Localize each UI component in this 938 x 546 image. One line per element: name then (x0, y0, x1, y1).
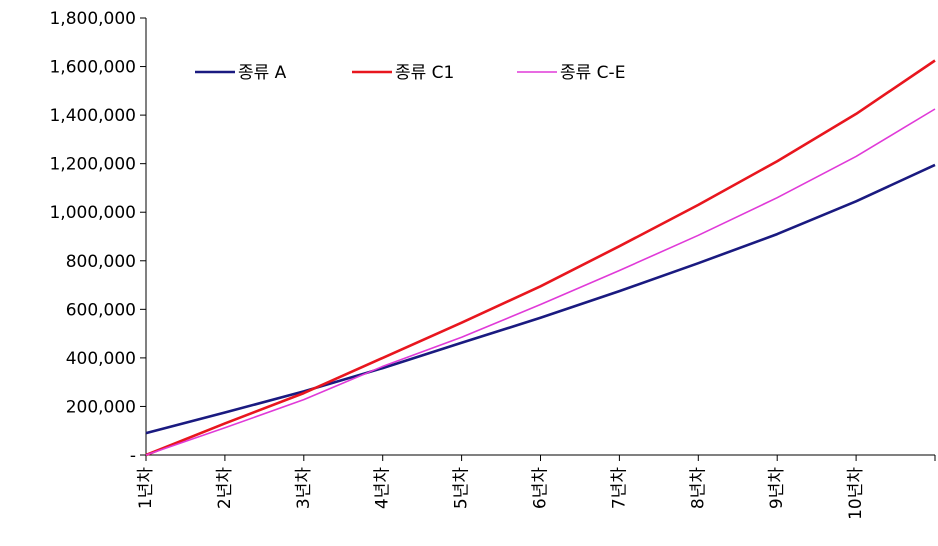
series-line-a (145, 163, 936, 435)
y-tick-label: 800,000 (66, 252, 136, 272)
x-tick-label: 2년차 (215, 467, 235, 509)
x-tick-label: 4년차 (373, 467, 393, 509)
x-tick-label: 1년차 (136, 467, 156, 509)
legend-label-c1: 종류 C1 (395, 63, 454, 83)
legend: 종류 A 종류 C1 종류 C-E (195, 63, 625, 83)
y-tick-label: 1,200,000 (49, 155, 136, 175)
y-tick-label: 1,800,000 (49, 9, 136, 29)
y-tick-label: 200,000 (66, 397, 136, 417)
series-line-c-e (145, 108, 936, 456)
y-tick-label: - (130, 446, 136, 466)
x-tick-label: 8년차 (688, 467, 708, 509)
y-tick-label: 1,400,000 (49, 106, 136, 126)
x-tick-label: 3년차 (294, 467, 314, 509)
series-lines (145, 59, 936, 457)
y-tick-label: 1,600,000 (49, 58, 136, 78)
y-tick-label: 400,000 (66, 349, 136, 369)
y-tick-label: 600,000 (66, 300, 136, 320)
y-axis: - 200,000 400,000 600,000 800,000 1,000,000 1,… (49, 9, 147, 466)
x-tick-label: 7년차 (609, 467, 629, 509)
legend-label-c-e: 종류 C-E (560, 63, 625, 83)
x-tick-label: 9년차 (767, 467, 787, 509)
series-line-c1 (145, 59, 936, 457)
x-tick-label: 10년차 (846, 467, 866, 520)
x-tick-label: 6년차 (531, 467, 551, 509)
y-tick-label: 1,000,000 (49, 203, 136, 223)
x-axis: 1년차 2년차 3년차 4년차 5년차 6년차 7년차 8년차 9년차 10년차 (136, 454, 936, 520)
x-tick-label: 5년차 (452, 467, 472, 509)
legend-label-a: 종류 A (238, 63, 287, 83)
